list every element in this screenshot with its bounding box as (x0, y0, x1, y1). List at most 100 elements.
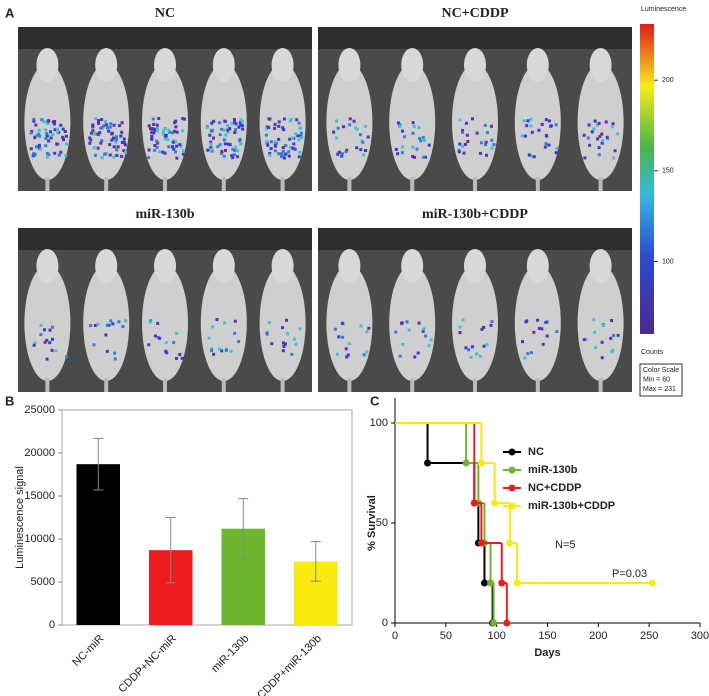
signal-dot (284, 152, 288, 156)
signal-dot (588, 143, 592, 147)
signal-dot (175, 130, 179, 134)
signal-dot (340, 321, 344, 325)
signal-dot (222, 128, 226, 132)
signal-dot (525, 124, 529, 128)
signal-dot (611, 122, 615, 126)
signal-dot (268, 151, 272, 155)
signal-dot (523, 134, 527, 138)
signal-dot (298, 126, 302, 130)
signal-dot (88, 136, 92, 140)
signal-dot (151, 117, 155, 121)
signal-dot (523, 356, 527, 360)
signal-dot (55, 127, 59, 131)
signal-dot (150, 134, 154, 138)
mouse-head (526, 249, 549, 283)
signal-dot (233, 319, 237, 323)
signal-dot (44, 144, 48, 148)
photo-bar (318, 228, 632, 250)
signal-dot (103, 152, 107, 156)
signal-dot (346, 353, 350, 357)
signal-dot (33, 136, 37, 140)
signal-dot (89, 138, 93, 142)
legend-marker (508, 502, 516, 510)
photo-bar (18, 27, 312, 49)
signal-dot (104, 123, 108, 127)
signal-dot (478, 151, 482, 155)
signal-dot (396, 121, 400, 125)
signal-dot (593, 119, 597, 123)
signal-dot (400, 151, 404, 155)
signal-dot (99, 126, 103, 130)
signal-dot (463, 142, 467, 146)
signal-dot (415, 147, 419, 151)
signal-dot (155, 139, 159, 143)
signal-dot (490, 138, 494, 142)
y-tick-label: 50 (376, 517, 388, 529)
signal-dot (265, 127, 269, 131)
signal-dot (367, 326, 371, 330)
signal-dot (490, 146, 494, 150)
signal-dot (37, 143, 41, 147)
signal-dot (147, 124, 151, 128)
signal-dot (220, 349, 224, 353)
signal-dot (208, 133, 212, 137)
signal-dot (167, 145, 171, 149)
signal-dot (180, 356, 184, 360)
signal-dot (94, 117, 98, 121)
signal-dot (63, 129, 67, 133)
signal-dot (411, 154, 415, 158)
signal-dot (484, 140, 488, 144)
signal-dot (522, 119, 526, 123)
signal-dot (171, 131, 175, 135)
signal-dot (57, 153, 61, 157)
signal-dot (361, 140, 365, 144)
signal-dot (335, 136, 339, 140)
signal-dot (168, 130, 172, 134)
signal-dot (147, 148, 151, 152)
signal-dot (492, 143, 496, 147)
signal-dot (394, 147, 398, 151)
signal-dot (592, 318, 596, 322)
signal-dot (532, 330, 536, 334)
signal-dot (613, 149, 617, 153)
signal-dot (233, 331, 237, 335)
signal-dot (32, 117, 36, 121)
signal-dot (529, 124, 533, 128)
signal-dot (32, 343, 36, 347)
annotation: P=0.03 (612, 568, 647, 580)
signal-dot (348, 117, 352, 121)
signal-dot (296, 134, 300, 138)
signal-dot (417, 321, 421, 325)
signal-dot (122, 137, 126, 141)
signal-dot (54, 349, 58, 353)
signal-dot (228, 143, 232, 147)
signal-dot (39, 323, 43, 327)
signal-dot (92, 343, 96, 347)
signal-dot (277, 124, 281, 128)
signal-dot (152, 131, 156, 135)
signal-dot (99, 141, 103, 145)
y-axis-label: % Survival (366, 495, 378, 551)
signal-dot (231, 156, 235, 160)
signal-dot (100, 156, 104, 160)
signal-dot (288, 119, 292, 123)
mouse-tail (535, 177, 540, 191)
signal-dot (297, 121, 301, 125)
mouse-tail (45, 177, 50, 191)
signal-dot (210, 149, 214, 153)
signal-dot (464, 121, 468, 125)
signal-dot (612, 333, 616, 337)
mouse-tail (598, 378, 603, 392)
signal-dot (555, 330, 559, 334)
mouse-tail (410, 177, 415, 191)
y-tick-label: 0 (49, 619, 55, 631)
signal-dot (165, 351, 169, 355)
signal-dot (294, 132, 298, 136)
signal-dot (174, 140, 178, 144)
signal-dot (536, 318, 540, 322)
legend-marker (508, 448, 516, 456)
signal-dot (206, 148, 210, 152)
signal-dot (337, 335, 341, 339)
signal-dot (610, 125, 614, 129)
signal-dot (48, 341, 52, 345)
